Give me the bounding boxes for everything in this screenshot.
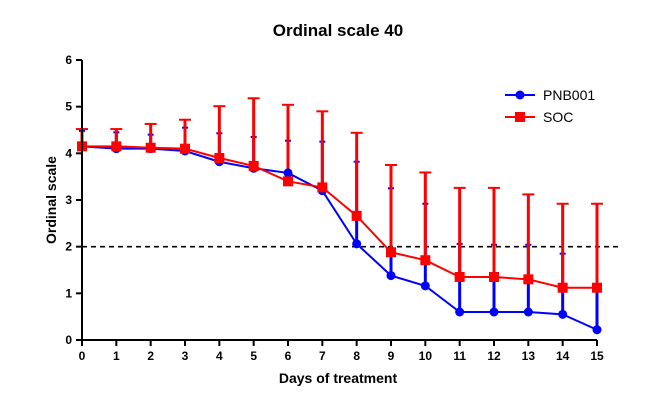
data-point <box>214 153 225 163</box>
legend-label: PNB001 <box>543 87 595 103</box>
data-point <box>592 282 602 293</box>
y-tick-label: 2 <box>65 240 72 254</box>
legend-item-soc: SOC <box>505 109 573 125</box>
y-tick-label: 5 <box>65 100 72 114</box>
y-tick-label: 0 <box>65 333 72 347</box>
data-point <box>455 307 465 317</box>
y-axis-label: Ordinal scale <box>43 156 59 244</box>
x-tick-label: 8 <box>353 349 360 363</box>
data-point <box>180 143 190 154</box>
y-tick-label: 6 <box>65 53 72 67</box>
x-tick-label: 14 <box>556 349 570 363</box>
data-point <box>558 309 568 319</box>
data-point <box>523 307 533 317</box>
data-point <box>145 142 156 153</box>
chart-title: Ordinal scale 40 <box>273 21 403 40</box>
data-point <box>420 255 431 266</box>
data-point <box>454 272 465 282</box>
x-tick-label: 4 <box>216 349 223 363</box>
x-tick-label: 2 <box>147 349 154 363</box>
series-line <box>82 145 597 289</box>
series-layer <box>77 141 602 335</box>
data-point <box>592 325 602 335</box>
x-tick-label: 15 <box>590 349 604 363</box>
legend-item-pnb001: PNB001 <box>505 87 595 103</box>
legend-marker <box>515 90 525 100</box>
legend-marker <box>515 112 525 122</box>
data-point <box>317 182 328 193</box>
data-point <box>489 272 499 282</box>
series-errorbars-pnb001 <box>79 126 600 330</box>
y-tick-label: 3 <box>65 193 72 207</box>
data-point <box>489 307 499 317</box>
x-tick-label: 0 <box>79 349 86 363</box>
x-tick-label: 1 <box>113 349 120 363</box>
series-pnb001 <box>77 141 602 335</box>
series-errorbars-soc <box>76 97 603 288</box>
data-point <box>557 282 568 293</box>
data-point <box>283 176 293 187</box>
x-axis-label: Days of treatment <box>279 370 398 386</box>
data-point <box>523 274 534 285</box>
x-tick-label: 12 <box>487 349 501 363</box>
x-tick-label: 10 <box>419 349 433 363</box>
legend-label: SOC <box>543 109 573 125</box>
series-line <box>81 145 598 331</box>
x-ticks: 0 1 2 3 4 5 6 7 8 9 10 11 12 13 14 15 <box>79 340 604 363</box>
data-point <box>420 281 430 291</box>
x-tick-label: 3 <box>182 349 189 363</box>
axes <box>81 60 597 341</box>
x-tick-label: 6 <box>285 349 292 363</box>
error-bar-layer <box>76 97 603 330</box>
x-tick-label: 7 <box>319 349 326 363</box>
data-point <box>352 239 362 249</box>
y-tick-label: 4 <box>65 146 72 160</box>
y-ticks: 0 1 2 3 4 5 6 <box>65 53 82 347</box>
x-tick-label: 5 <box>250 349 257 363</box>
x-tick-label: 13 <box>522 349 536 363</box>
data-point <box>386 271 396 281</box>
x-tick-label: 9 <box>388 349 395 363</box>
legend: PNB001 SOC <box>505 87 595 125</box>
x-tick-label: 11 <box>453 349 466 363</box>
data-point <box>386 247 396 258</box>
data-point <box>111 141 122 152</box>
data-point <box>283 168 293 178</box>
y-tick-label: 1 <box>65 286 72 300</box>
data-point <box>248 160 259 171</box>
data-point <box>351 210 362 221</box>
